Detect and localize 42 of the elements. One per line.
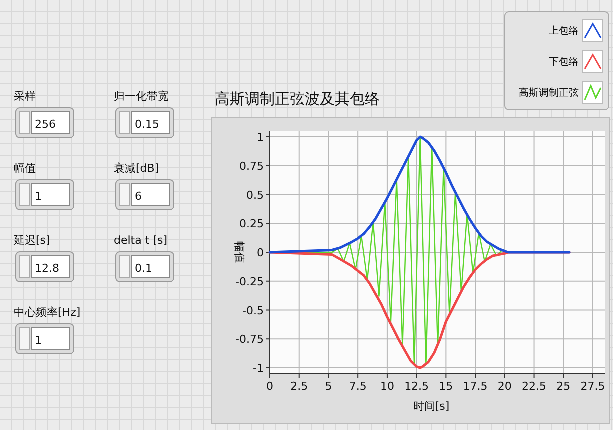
x-tick-label: 2.5 <box>290 380 308 393</box>
y-tick-label: 0 <box>257 246 264 260</box>
x-tick-label: 20 <box>498 380 512 393</box>
text: 采样 <box>14 90 36 103</box>
text: delta t [s] <box>114 234 168 247</box>
text: 中心频率[Hz] <box>14 306 81 319</box>
text: 256 <box>35 118 56 131</box>
x-tick-label: 22.5 <box>522 380 547 393</box>
y-axis-title: 幅值 <box>233 242 246 264</box>
y-tick-label: 1 <box>257 131 264 144</box>
text: 幅值 <box>14 162 36 175</box>
text: 延迟[s] <box>13 234 50 247</box>
x-tick-label: 17.5 <box>463 380 488 393</box>
x-tick-label: 7.5 <box>349 380 367 393</box>
y-tick-label: -1 <box>253 362 264 375</box>
text: 6 <box>135 190 142 203</box>
line-series <box>268 136 571 254</box>
text: 1 <box>35 334 42 347</box>
text: 0.1 <box>135 262 152 275</box>
text: 衰减[dB] <box>114 162 160 175</box>
legend-label: 下包络 <box>549 56 579 68</box>
x-tick-label: 25 <box>556 380 571 393</box>
text: 12.8 <box>35 262 60 275</box>
x-tick-label: 12.5 <box>404 380 430 393</box>
legend-label: 上包络 <box>549 25 579 37</box>
x-tick-label: 27.5 <box>580 380 606 393</box>
y-tick-label: -0.5 <box>242 304 264 318</box>
x-tick-label: 10 <box>380 380 394 393</box>
x-tick-label: 15 <box>439 380 454 393</box>
chart-title: 高斯调制正弦波及其包络 <box>215 90 380 108</box>
x-tick-label: 0 <box>266 380 274 393</box>
y-tick-label: 0.25 <box>240 218 264 231</box>
x-axis-title: 时间[s] <box>413 400 450 413</box>
y-tick-label: -0.75 <box>236 333 264 346</box>
y-tick-label: -0.25 <box>236 275 264 288</box>
text: 0.15 <box>135 118 160 131</box>
legend-label: 高斯调制正弦 <box>519 87 579 99</box>
text: 1 <box>35 190 42 203</box>
y-tick-label: 0.5 <box>246 188 264 202</box>
y-tick-label: 0.75 <box>240 160 264 173</box>
text: 归一化带宽 <box>114 90 169 103</box>
x-tick-label: 5 <box>325 380 332 393</box>
